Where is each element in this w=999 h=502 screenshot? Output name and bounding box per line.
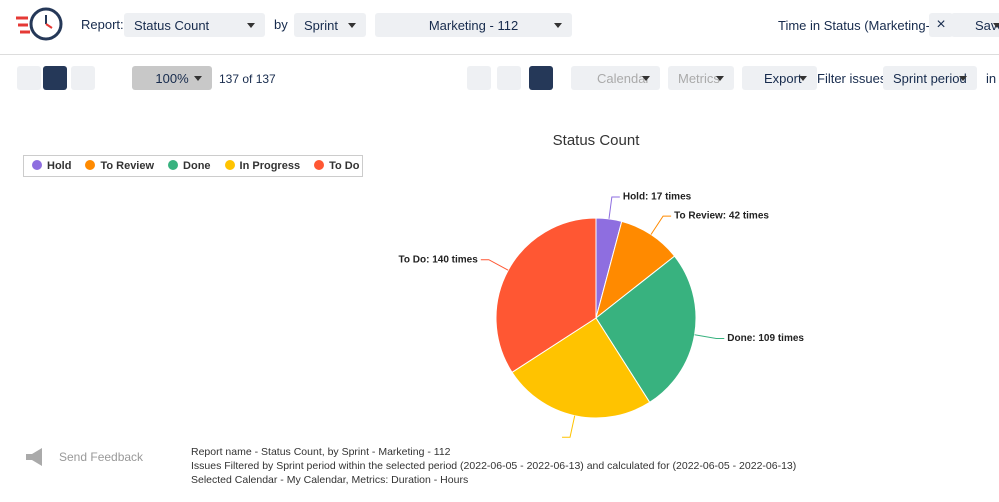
leader-line [480, 259, 509, 271]
grid-view[interactable] [17, 66, 41, 90]
legend-item[interactable]: To Do [314, 160, 359, 172]
label: by [274, 17, 288, 32]
report-select[interactable]: Status Count [124, 13, 265, 37]
legend-swatch [32, 160, 42, 170]
area-chart[interactable] [467, 66, 491, 90]
legend: Hold To Review Done In Progress To Do [23, 155, 363, 177]
legend-label: In Progress [239, 160, 301, 172]
logo [16, 7, 63, 41]
bar-chart[interactable] [497, 66, 521, 90]
legend-swatch [314, 160, 325, 170]
leader-line [694, 334, 725, 339]
footer-line: Issues Filtered by Sprint period within … [191, 460, 797, 472]
legend-label: Hold [47, 160, 72, 172]
legend-item[interactable]: Hold [32, 160, 71, 172]
footer-line: Report name - Status Count, by Sprint - … [191, 446, 451, 458]
label: in [986, 71, 997, 86]
issue-count: 137 of 137 [219, 72, 276, 86]
data-label: Hold: 17 times [623, 192, 692, 203]
legend-label: Done [183, 160, 211, 172]
separator [0, 54, 999, 55]
chart-title: Status Count [553, 132, 641, 149]
legend-label: To Do [329, 160, 360, 172]
legend-swatch [168, 160, 179, 170]
save-button[interactable]: Save [951, 13, 999, 37]
app-title: Time in Status (Marketing-80) [778, 18, 949, 33]
pie-slice [511, 317, 651, 419]
leader-line [650, 215, 672, 235]
legend-item[interactable]: Done [168, 160, 211, 172]
group-select[interactable]: Sprint [294, 13, 366, 37]
legend-label: To Review [100, 160, 155, 172]
pie-slice [595, 255, 697, 404]
label: Report: [81, 17, 124, 32]
calendar-select[interactable]: Calendar [571, 66, 660, 90]
sprint-select[interactable]: Marketing - 112 [375, 13, 572, 37]
export-button[interactable]: Export [742, 66, 817, 90]
feedback-link[interactable]: Send Feedback [59, 450, 144, 464]
legend-swatch [224, 160, 235, 170]
leader-line [562, 415, 576, 438]
data-label: To Review: 42 times [674, 211, 769, 222]
footer-line: Selected Calendar - My Calendar, Metrics… [191, 474, 469, 486]
table-view[interactable] [71, 66, 95, 90]
legend-item[interactable]: To Review [85, 160, 154, 172]
chart-view[interactable] [43, 66, 67, 90]
metrics-select[interactable]: Metrics [668, 66, 734, 90]
close-button[interactable]: × [929, 13, 953, 37]
data-label: Done: 109 times [727, 333, 804, 344]
leader-line [608, 196, 620, 219]
label: Filter issues: [817, 71, 890, 86]
legend-swatch [85, 160, 96, 170]
pie-chart[interactable] [529, 66, 553, 90]
feedback-icon [26, 448, 42, 466]
data-label: To Do: 140 times [399, 254, 479, 265]
legend-item[interactable]: In Progress [224, 160, 301, 172]
filter-select[interactable]: Sprint period [883, 66, 977, 90]
zoom[interactable]: 100% [132, 66, 212, 90]
